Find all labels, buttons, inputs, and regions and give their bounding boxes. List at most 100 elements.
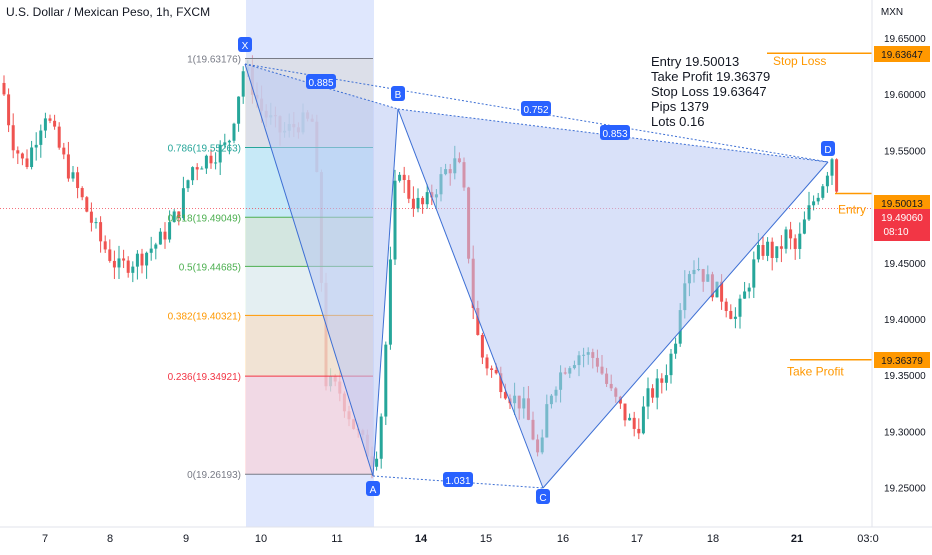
time-tick-label: 16 [557,533,569,545]
pattern-triangle-bcd [398,109,828,488]
pips-info: Pips 1379 [651,99,709,114]
fib-level-label: 0.382(19.40321) [168,311,241,322]
trade-info-box: Entry 19.50013 Take Profit 19.36379 Stop… [651,54,770,129]
time-tick-label: 9 [183,533,189,545]
candle-body [798,233,802,249]
price-tick-label: 19.65000 [884,34,926,45]
candle-body [779,246,783,249]
candle-body [140,253,144,266]
pattern-point-label: X [242,41,249,52]
fib-level-label: 0.5(19.44685) [179,262,241,273]
price-tick-label: 19.30000 [884,427,926,438]
candle-body [793,238,797,249]
candle-body [729,310,733,319]
price-tick-label: 19.35000 [884,371,926,382]
fib-level-label: 1(19.63176) [187,55,241,66]
candle-body [2,82,6,95]
time-tick-label: 18 [707,533,719,545]
stop-loss-label: Stop Loss [773,54,826,68]
candle-body [651,388,655,398]
candle-body [388,259,392,345]
tp-price-tag-bg [874,352,930,368]
entry-info: Entry 19.50013 [651,54,740,69]
candle-body [752,259,756,288]
candle-body [126,260,130,273]
candle-body [66,154,70,179]
candle-body [407,180,411,199]
candle-body [628,417,632,421]
candle-body [89,211,93,223]
current-price-tag-bg [874,209,930,241]
candle-body [738,298,742,317]
pattern-leg-cd [542,161,829,489]
candle-body [384,344,388,417]
candle-body [122,258,126,261]
candle-body [674,343,678,354]
candle-body [669,353,673,376]
candle-body [632,417,636,429]
candle-body [398,174,402,181]
candle-body [39,130,43,145]
time-tick-label: 11 [331,533,342,545]
candle-body [200,168,204,170]
candle-body [756,245,760,260]
pattern-point-label: C [539,493,546,504]
candle-body [807,205,811,220]
pattern-leg-xa [244,63,374,477]
candle-body [490,368,494,370]
candle-body [11,125,15,151]
candle-body [402,174,406,181]
pattern-point-badge [821,141,835,156]
candle-body [485,357,489,369]
candle-body [830,159,834,176]
candle-body [85,197,89,212]
pattern-leg-ab [372,108,399,477]
candle-body [149,248,153,253]
candle-body [812,201,816,206]
candle-body [163,231,167,240]
countdown-timer: 08:10 [883,227,908,238]
candle-body [825,175,829,187]
chart-title: U.S. Dollar / Mexican Peso, 1h, FXCM [6,5,211,19]
fib-level-label: 0.786(19.55263) [168,143,241,154]
candle-body [641,406,645,434]
ratio-badge [443,472,473,487]
ratio-badge [306,74,336,89]
candle-body [62,147,66,155]
candle-body [20,153,24,159]
pattern-point-label: D [824,145,831,156]
candle-body [476,308,480,335]
candle-body [393,180,397,260]
price-axis-bg [872,0,932,527]
candle-body [766,241,770,256]
candle-body [181,188,185,219]
time-tick-label: 03:0 [857,533,878,545]
candle-body [237,96,241,124]
candle-body [43,118,47,131]
current-price-tag: 19.49060 [881,213,923,224]
entry-price-tag: 19.50013 [881,199,923,210]
candle-body [802,219,806,234]
candle-body [421,197,425,205]
candle-body [172,211,176,223]
fib-level-label: 0.618(19.49049) [168,213,241,224]
ratio-badge [521,101,551,116]
entry-label: Entry [838,202,866,216]
candle-body [25,158,29,167]
candle-body [480,334,484,358]
candle-body [775,246,779,258]
price-tick-label: 19.55000 [884,146,926,157]
candle-body [204,155,208,169]
candle-body [743,291,747,299]
time-tick-label: 15 [480,533,492,545]
candle-body [227,140,231,143]
stop-price-tag-bg [874,46,930,62]
ratio-label: 0.853 [602,129,627,140]
candle-body [112,260,116,268]
candle-body [379,416,383,459]
candle-body [135,253,139,267]
candle-body [761,245,765,256]
fib-level-label: 0.236(19.34921) [168,372,241,383]
